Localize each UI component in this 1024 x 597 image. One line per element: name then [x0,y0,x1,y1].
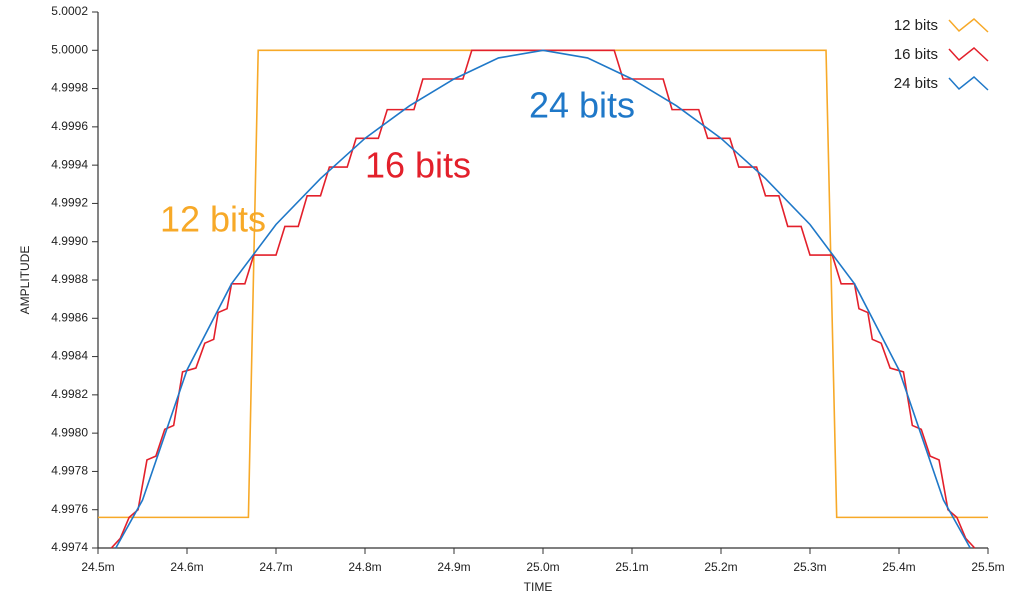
legend-swatch [948,47,989,62]
y-tick-label: 4.9990 [51,234,88,248]
x-tick-label: 25.1m [615,560,648,574]
x-tick-label: 24.7m [259,560,292,574]
y-tick-label: 4.9992 [51,196,88,210]
y-tick-label: 4.9978 [51,464,88,478]
x-tick-label: 24.9m [437,560,470,574]
y-tick-label: 4.9994 [51,157,88,171]
legend-swatch [948,76,989,91]
y-tick-label: 4.9980 [51,425,88,439]
x-tick-label: 25.5m [971,560,1004,574]
x-axis-label: TIME [524,580,553,594]
y-axis-label: AMPLITUDE [18,246,32,315]
x-tick-label: 24.8m [348,560,381,574]
y-tick-label: 5.0002 [51,4,88,18]
series-annotation: 12 bits [160,199,266,240]
y-tick-label: 4.9984 [51,349,88,363]
legend-swatch [948,18,989,33]
y-tick-label: 4.9986 [51,310,88,324]
x-tick-label: 25.3m [793,560,826,574]
y-tick-label: 5.0000 [51,42,88,56]
x-tick-label: 24.5m [81,560,114,574]
series-line [115,49,971,549]
y-tick-label: 4.9998 [51,81,88,95]
x-tick-label: 25.4m [882,560,915,574]
x-tick-label: 25.0m [526,560,559,574]
x-tick-label: 25.2m [704,560,737,574]
x-tick-label: 24.6m [170,560,203,574]
legend-label: 24 bits [894,75,938,92]
y-tick-label: 4.9976 [51,502,88,516]
y-tick-label: 4.9982 [51,387,88,401]
series-annotation: 24 bits [529,85,635,126]
y-tick-label: 4.9996 [51,119,88,133]
legend-label: 12 bits [894,17,938,34]
y-tick-label: 4.9988 [51,272,88,286]
y-tick-label: 4.9974 [51,540,88,554]
legend-label: 16 bits [894,46,938,63]
series-annotation: 16 bits [365,145,471,186]
